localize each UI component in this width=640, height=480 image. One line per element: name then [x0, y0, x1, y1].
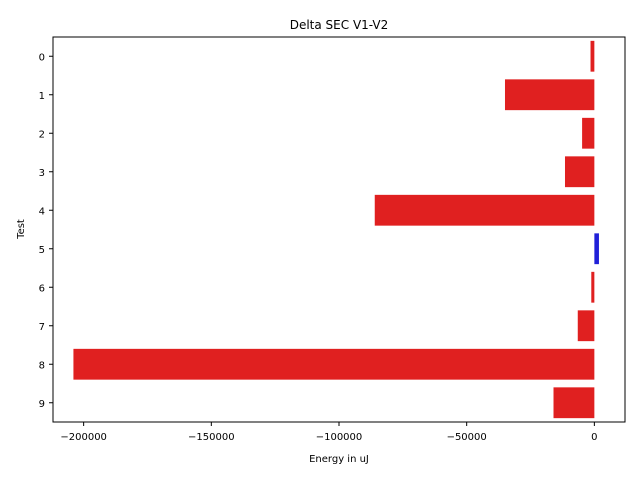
y-tick-label: 9: [39, 399, 45, 410]
bar-test-1: [504, 79, 595, 111]
x-axis-ticks: −200000 −150000 −100000 −50000 0: [60, 422, 598, 443]
y-tick-label: 4: [39, 206, 45, 217]
y-tick-label: 8: [39, 360, 45, 371]
chart-title: Delta SEC V1-V2: [290, 18, 389, 32]
y-tick-label: 2: [39, 129, 45, 140]
x-tick-label: −100000: [316, 432, 363, 443]
y-tick-label: 0: [39, 52, 45, 63]
bar-test-0: [590, 40, 595, 72]
bar-test-9: [553, 387, 595, 419]
x-tick-label: 0: [591, 432, 597, 443]
y-axis-label: Test: [16, 219, 27, 240]
x-tick-label: −150000: [188, 432, 235, 443]
y-tick-label: 1: [39, 91, 45, 102]
y-axis-ticks: 0 1 2 3 4 5 6 7 8 9: [39, 52, 53, 410]
y-tick-label: 3: [39, 168, 45, 179]
bar-test-2: [582, 117, 595, 149]
bar-test-4: [374, 194, 595, 226]
y-tick-label: 7: [39, 322, 45, 333]
bar-test-6: [591, 271, 595, 303]
bar-test-3: [564, 156, 595, 188]
y-tick-label: 5: [39, 245, 45, 256]
x-axis-label: Energy in uJ: [309, 454, 369, 465]
x-tick-label: −50000: [447, 432, 487, 443]
bar-test-5: [594, 233, 599, 265]
y-tick-label: 6: [39, 283, 45, 294]
bar-test-7: [577, 310, 595, 342]
bar-test-8: [73, 348, 595, 380]
x-tick-label: −200000: [60, 432, 107, 443]
plot-area: [73, 40, 599, 419]
